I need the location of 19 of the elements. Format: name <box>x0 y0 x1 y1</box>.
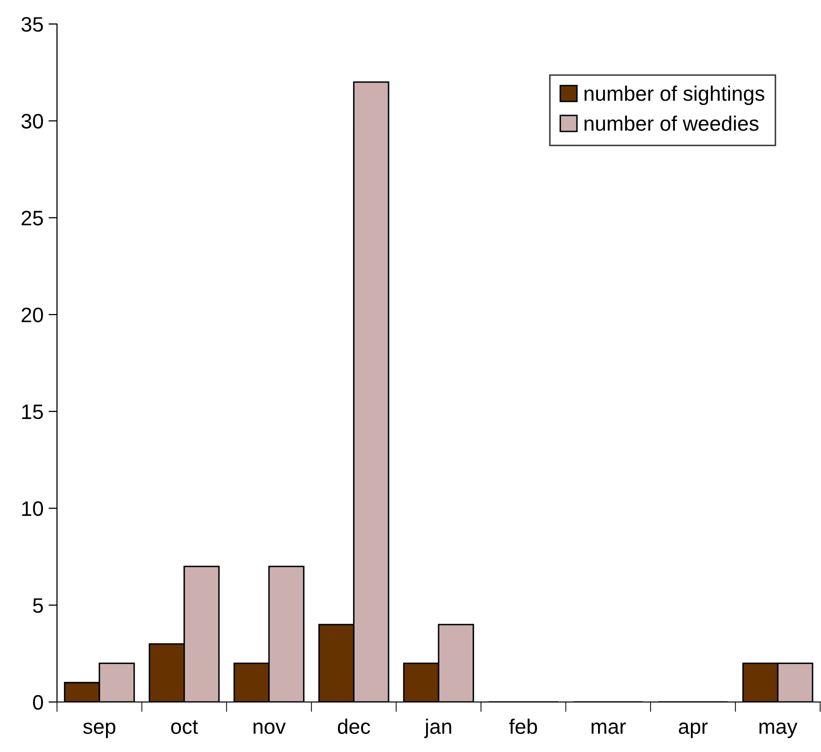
y-tick-label: 10 <box>22 501 43 516</box>
x-tick-label: dec <box>338 718 370 734</box>
y-tick-label: 5 <box>33 598 43 613</box>
x-tick-label: sep <box>83 722 116 738</box>
x-tick-label: mar <box>592 722 626 734</box>
y-tick-label: 35 <box>21 17 43 32</box>
y-tick-label: 15 <box>22 404 43 420</box>
legend-label: number of weedies <box>584 116 758 131</box>
y-tick-label: 25 <box>22 210 43 226</box>
y-tick-label: 30 <box>21 114 43 129</box>
legend-label: number of sightings <box>584 86 764 106</box>
x-tick-label: may <box>759 722 798 738</box>
x-tick-label: feb <box>509 718 537 734</box>
y-tick-label: 20 <box>22 308 43 322</box>
x-tick-label: jan <box>424 718 452 738</box>
x-tick-label: oct <box>171 720 198 734</box>
x-tick-label: nov <box>254 722 286 734</box>
y-tick-label: 0 <box>33 695 43 710</box>
x-tick-label: apr <box>678 722 708 738</box>
